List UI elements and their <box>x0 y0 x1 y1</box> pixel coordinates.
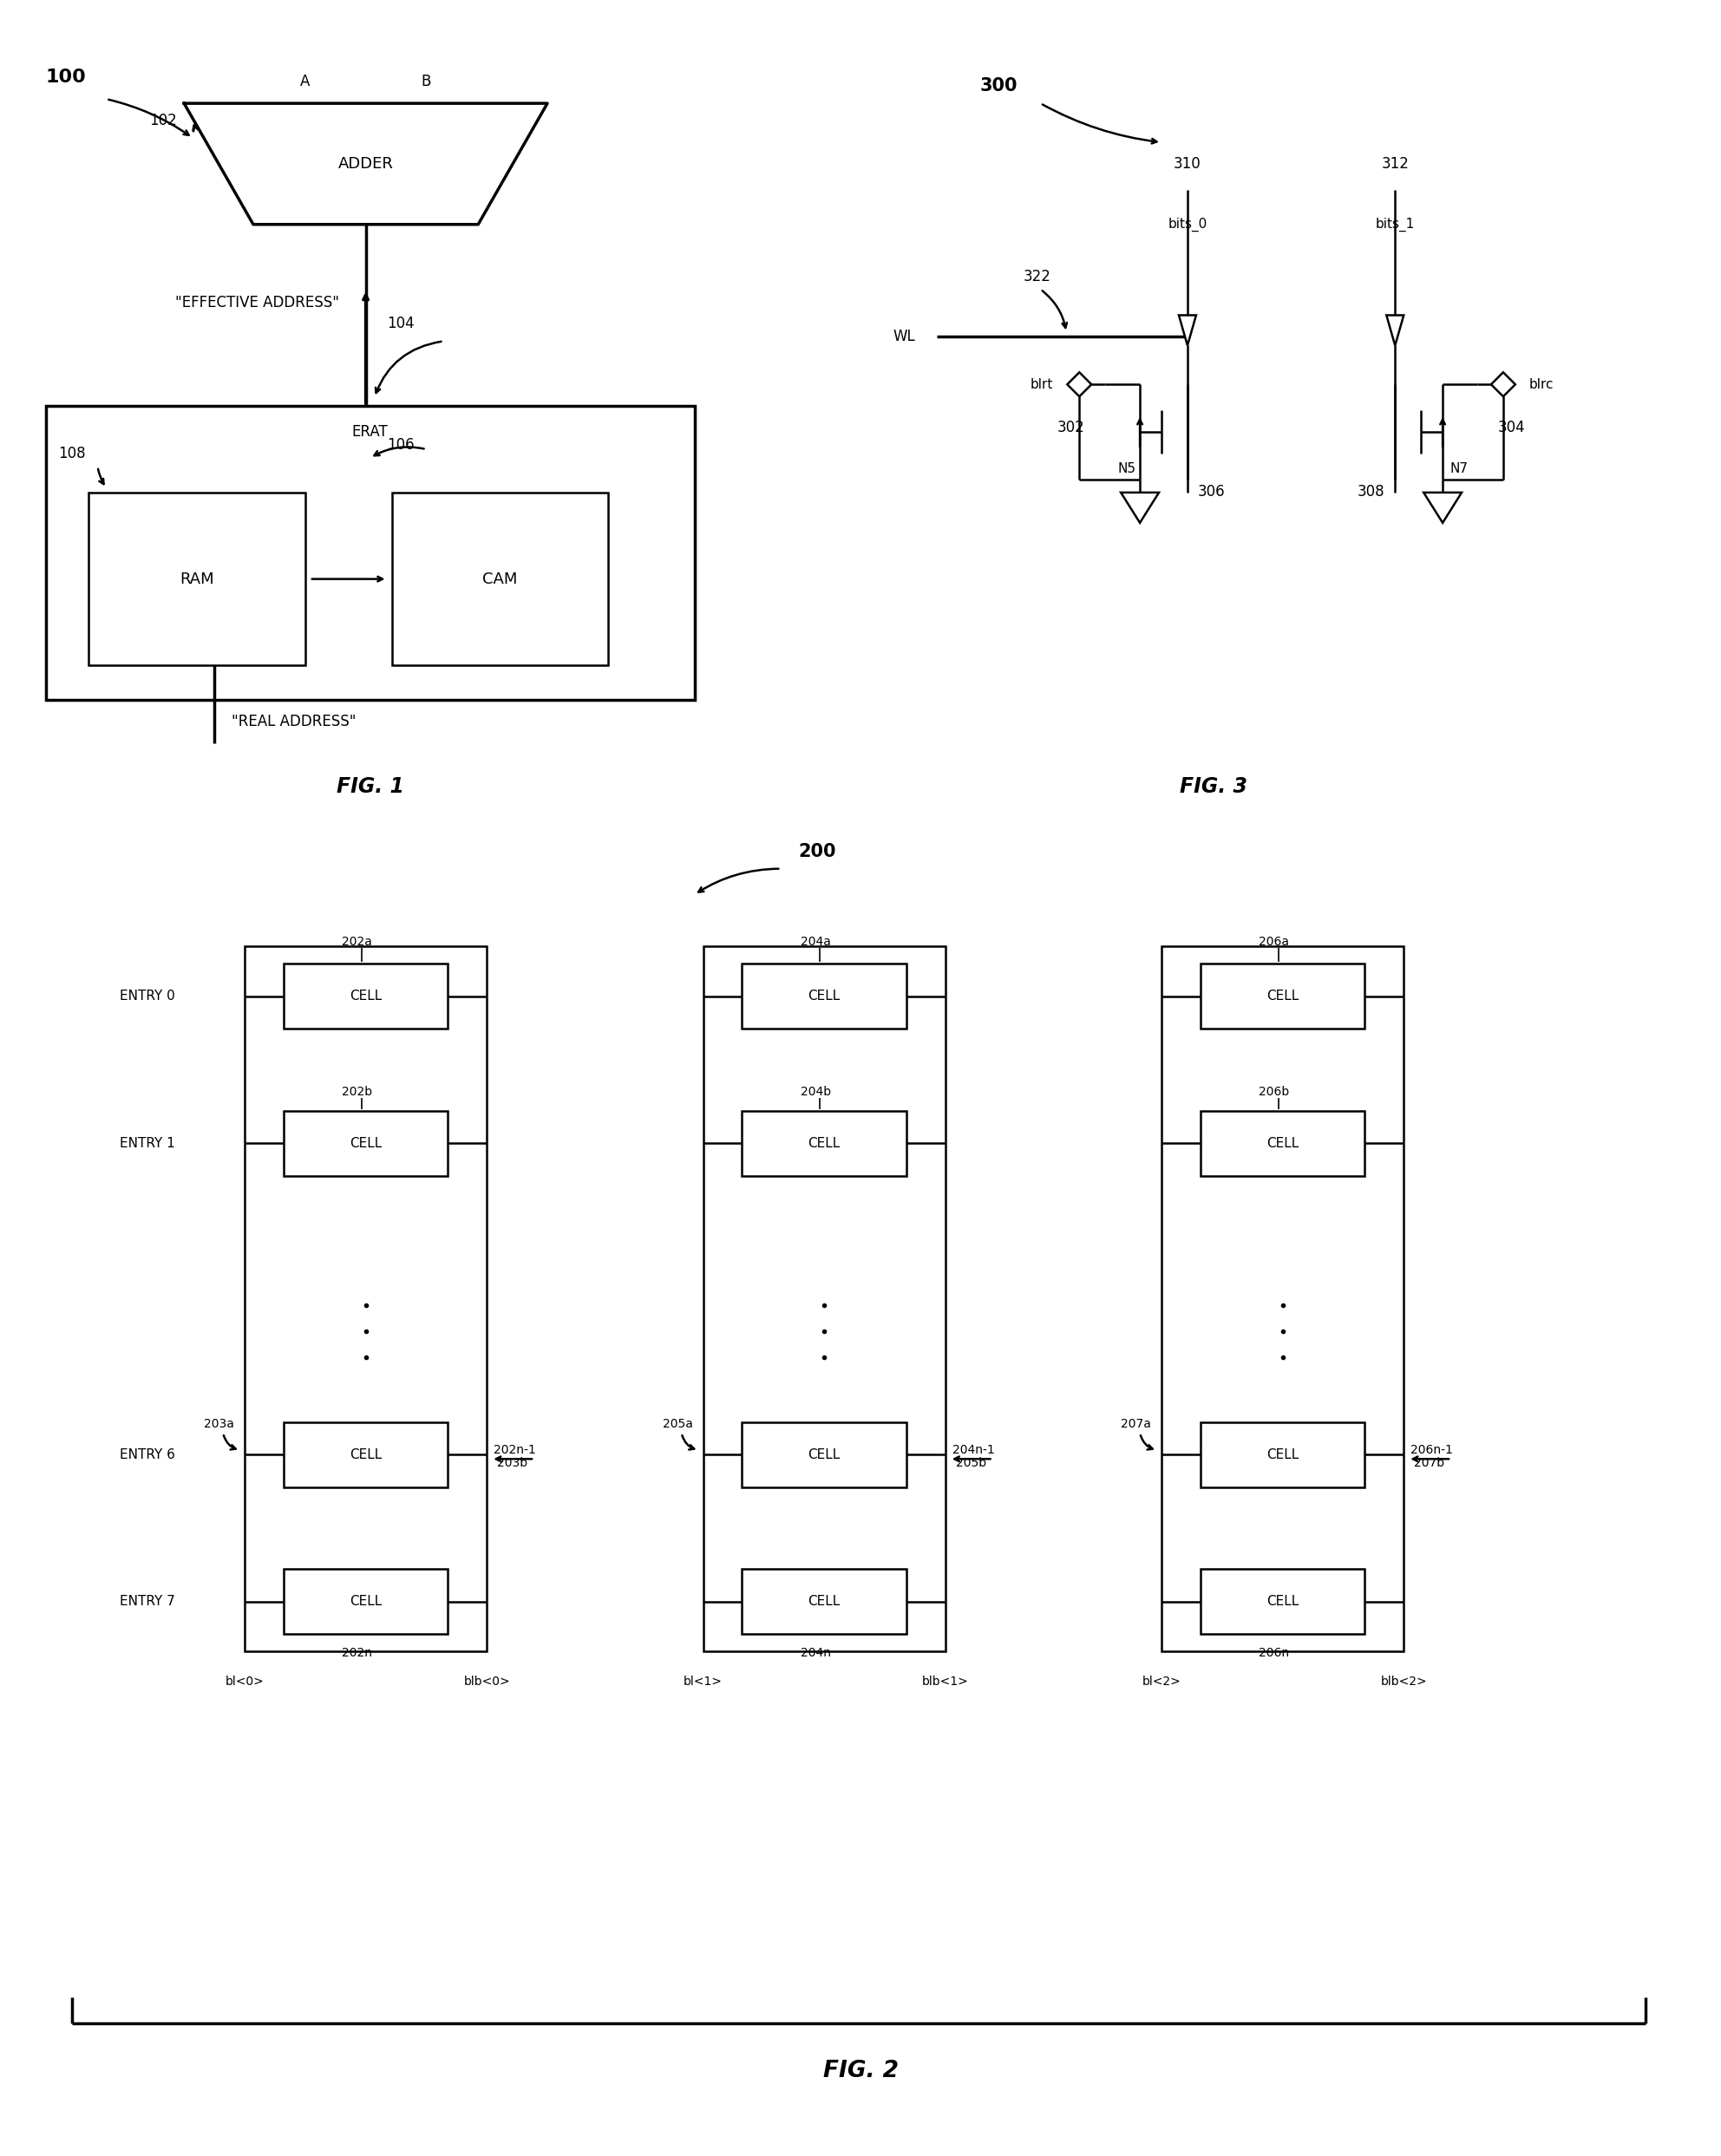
Bar <box>392 492 608 666</box>
Bar <box>1201 1423 1365 1488</box>
Bar <box>244 946 487 1651</box>
Bar <box>742 1423 907 1488</box>
Polygon shape <box>1423 492 1461 522</box>
Text: 204b: 204b <box>800 1087 831 1097</box>
Text: CELL: CELL <box>349 1449 382 1462</box>
Bar <box>89 492 305 666</box>
Text: CELL: CELL <box>349 990 382 1003</box>
Text: CELL: CELL <box>809 990 840 1003</box>
Text: 203b: 203b <box>497 1457 528 1470</box>
Text: ENTRY 0: ENTRY 0 <box>120 990 176 1003</box>
Text: 306: 306 <box>1198 483 1225 500</box>
Text: 108: 108 <box>59 446 86 461</box>
Text: 102: 102 <box>150 112 177 129</box>
Polygon shape <box>1179 315 1196 345</box>
Text: 202n: 202n <box>342 1647 372 1660</box>
Text: N7: N7 <box>1449 461 1468 474</box>
Text: FIG. 2: FIG. 2 <box>823 2059 898 2083</box>
Bar <box>704 946 945 1651</box>
Text: blrc: blrc <box>1530 377 1554 390</box>
Text: A: A <box>299 73 310 91</box>
Polygon shape <box>1387 315 1404 345</box>
Text: CELL: CELL <box>809 1595 840 1608</box>
Text: blb<0>: blb<0> <box>463 1675 509 1688</box>
Text: 104: 104 <box>387 317 415 332</box>
Text: 207a: 207a <box>1120 1419 1151 1429</box>
Text: blrt: blrt <box>1031 377 1053 390</box>
Text: CAM: CAM <box>482 571 518 586</box>
Text: bits_0: bits_0 <box>1169 218 1206 231</box>
Text: 204n-1: 204n-1 <box>952 1445 995 1457</box>
Bar <box>284 964 447 1028</box>
Bar <box>742 964 907 1028</box>
Text: bl<2>: bl<2> <box>1143 1675 1181 1688</box>
Bar <box>284 1110 447 1175</box>
Text: bl<1>: bl<1> <box>683 1675 723 1688</box>
Text: 205b: 205b <box>955 1457 986 1470</box>
Text: 206n-1: 206n-1 <box>1411 1445 1453 1457</box>
Text: ENTRY 7: ENTRY 7 <box>120 1595 176 1608</box>
Text: CELL: CELL <box>349 1595 382 1608</box>
Text: 300: 300 <box>979 78 1017 95</box>
Text: 308: 308 <box>1358 483 1385 500</box>
Text: 202b: 202b <box>342 1087 372 1097</box>
Text: 106: 106 <box>387 438 415 453</box>
Text: 205a: 205a <box>663 1419 692 1429</box>
Text: ERAT: ERAT <box>351 425 389 440</box>
Text: FIG. 1: FIG. 1 <box>336 776 404 798</box>
Text: WL: WL <box>893 330 916 345</box>
Text: ENTRY 6: ENTRY 6 <box>120 1449 176 1462</box>
Text: 204n: 204n <box>800 1647 831 1660</box>
Text: B: B <box>422 73 432 91</box>
Text: blb<1>: blb<1> <box>922 1675 969 1688</box>
Text: 202a: 202a <box>342 936 372 949</box>
Text: 100: 100 <box>46 69 86 86</box>
Text: 312: 312 <box>1382 155 1409 172</box>
Text: CELL: CELL <box>349 1136 382 1149</box>
Text: 302: 302 <box>1057 420 1084 436</box>
Text: bl<0>: bl<0> <box>225 1675 263 1688</box>
Bar <box>46 405 694 701</box>
Text: CELL: CELL <box>1267 1136 1299 1149</box>
Bar <box>284 1423 447 1488</box>
Polygon shape <box>1120 492 1158 522</box>
Text: 202n-1: 202n-1 <box>494 1445 535 1457</box>
Bar <box>284 1570 447 1634</box>
Text: 207b: 207b <box>1415 1457 1444 1470</box>
Text: RAM: RAM <box>181 571 213 586</box>
Bar <box>1201 1110 1365 1175</box>
Text: 203a: 203a <box>205 1419 234 1429</box>
Text: ADDER: ADDER <box>337 155 394 172</box>
Text: 310: 310 <box>1174 155 1201 172</box>
Text: CELL: CELL <box>809 1449 840 1462</box>
Polygon shape <box>1490 373 1514 397</box>
Bar <box>1201 1570 1365 1634</box>
Text: 206a: 206a <box>1258 936 1289 949</box>
Text: FIG. 3: FIG. 3 <box>1179 776 1248 798</box>
Text: 322: 322 <box>1022 270 1052 285</box>
Text: 204a: 204a <box>800 936 831 949</box>
Text: "EFFECTIVE ADDRESS": "EFFECTIVE ADDRESS" <box>176 295 339 310</box>
Text: blb<2>: blb<2> <box>1380 1675 1427 1688</box>
Text: N5: N5 <box>1117 461 1136 474</box>
Text: 200: 200 <box>799 843 836 860</box>
Text: CELL: CELL <box>809 1136 840 1149</box>
Text: ENTRY 1: ENTRY 1 <box>120 1136 176 1149</box>
Text: CELL: CELL <box>1267 990 1299 1003</box>
Bar <box>1201 964 1365 1028</box>
Text: 206n: 206n <box>1258 1647 1289 1660</box>
Bar <box>742 1570 907 1634</box>
Text: 304: 304 <box>1499 420 1525 436</box>
Polygon shape <box>1067 373 1091 397</box>
Bar <box>742 1110 907 1175</box>
Bar <box>1162 946 1404 1651</box>
Text: CELL: CELL <box>1267 1595 1299 1608</box>
Text: bits_1: bits_1 <box>1375 218 1415 231</box>
Text: 206b: 206b <box>1258 1087 1289 1097</box>
Text: CELL: CELL <box>1267 1449 1299 1462</box>
Text: "REAL ADDRESS": "REAL ADDRESS" <box>232 714 356 729</box>
